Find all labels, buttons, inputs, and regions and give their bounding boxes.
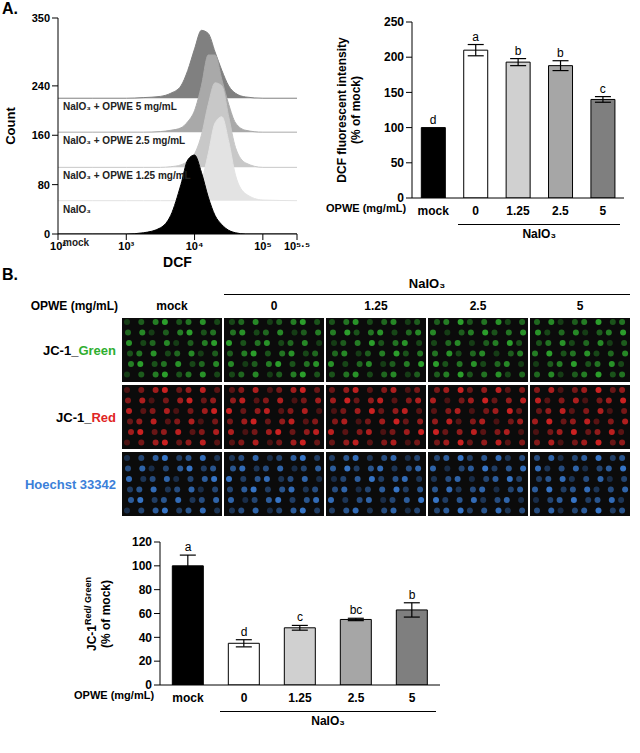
svg-text:10⁵: 10⁵ [254,240,271,252]
svg-text:0: 0 [472,204,479,218]
svg-text:c: c [297,610,303,624]
svg-text:150: 150 [384,86,404,100]
svg-text:5: 5 [599,204,606,218]
html-text:Count: Count [2,107,18,145]
svg-text:100: 100 [384,121,404,135]
html-text:DCF fluorescent intensity: DCF fluorescent intensity [335,37,350,183]
svg-text:NaIO₃ + OPWE 5 mg/mL: NaIO₃ + OPWE 5 mg/mL [63,101,177,112]
html-text:A.: A. [2,0,18,17]
html-text:0: 0 [270,299,278,313]
svg-text:bc: bc [350,603,363,617]
svg-text:350: 350 [32,12,50,24]
svg-text:b: b [515,44,522,58]
svg-text:1.25: 1.25 [288,691,312,705]
html-text:OPWE (mg/mL): OPWE (mg/mL) [326,202,407,214]
svg-text:2.5: 2.5 [348,691,365,705]
html-text:JC-1_ Red: JC-1_ Red [56,409,116,425]
svg-text:40: 40 [139,631,153,645]
svg-text:0: 0 [397,191,404,206]
html-text:OPWE (mg/mL): OPWE (mg/mL) [74,689,155,701]
html-text:NaIO₃: NaIO₃ [522,227,556,241]
svg-text:10³: 10³ [118,240,134,252]
svg-text:0: 0 [44,228,50,240]
html-text:B.: B. [2,266,18,283]
svg-text:b: b [409,588,416,602]
html-text:(% of mock): (% of mock) [98,579,113,648]
svg-text:240: 240 [32,80,50,92]
html-text:mock: mock [156,299,188,313]
svg-text:NaIO₃: NaIO₃ [63,204,91,215]
svg-text:2.5: 2.5 [552,204,569,218]
svg-text:250: 250 [384,15,404,29]
svg-text:160: 160 [32,129,50,141]
svg-text:a: a [185,540,192,554]
svg-text:b: b [557,46,564,60]
svg-text:0: 0 [145,678,152,693]
svg-text:d: d [241,625,248,639]
svg-text:mock: mock [63,237,90,248]
html-text:Red/ Green: Red/ Green [82,576,93,625]
svg-text:100: 100 [132,559,152,573]
html-text:JC-1: JC-1 [84,624,99,651]
svg-text:NaIO₃ + OPWE 1.25 mg/mL: NaIO₃ + OPWE 1.25 mg/mL [63,170,191,181]
svg-text:80: 80 [38,179,50,191]
html-text:Hoechst 33342: Hoechst 33342 [24,476,116,492]
svg-text:10²: 10² [50,239,66,252]
svg-text:60: 60 [139,607,153,621]
html-text:NaIO₃: NaIO₃ [408,276,446,291]
svg-text:c: c [600,82,606,96]
svg-text:200: 200 [384,50,404,64]
svg-text:1.25: 1.25 [506,204,530,218]
svg-text:mock: mock [418,204,450,218]
svg-text:mock: mock [172,691,204,705]
svg-text:50: 50 [391,156,405,170]
svg-text:80: 80 [139,583,153,597]
html-text:DCF: DCF [163,254,192,270]
html-text:OPWE (mg/mL): OPWE (mg/mL) [30,299,118,313]
svg-text:10⁵·⁵: 10⁵·⁵ [284,240,310,252]
html-text:5: 5 [576,299,584,313]
html-text:JC-1_ Green: JC-1_ Green [43,342,116,358]
svg-text:NaIO₃ + OPWE 2.5 mg/mL: NaIO₃ + OPWE 2.5 mg/mL [63,135,185,146]
svg-text:5: 5 [409,691,416,705]
svg-text:10⁴: 10⁴ [186,240,204,252]
svg-text:a: a [472,30,479,44]
html-text:NaIO₃: NaIO₃ [311,714,345,728]
html-text:2.5: 2.5 [469,299,487,313]
svg-text:20: 20 [139,654,153,668]
svg-text:0: 0 [241,691,248,705]
html-text:(% of mock): (% of mock) [349,76,363,144]
svg-text:120: 120 [132,535,152,549]
svg-text:d: d [430,113,437,127]
html-text:1.25: 1.25 [364,299,388,313]
